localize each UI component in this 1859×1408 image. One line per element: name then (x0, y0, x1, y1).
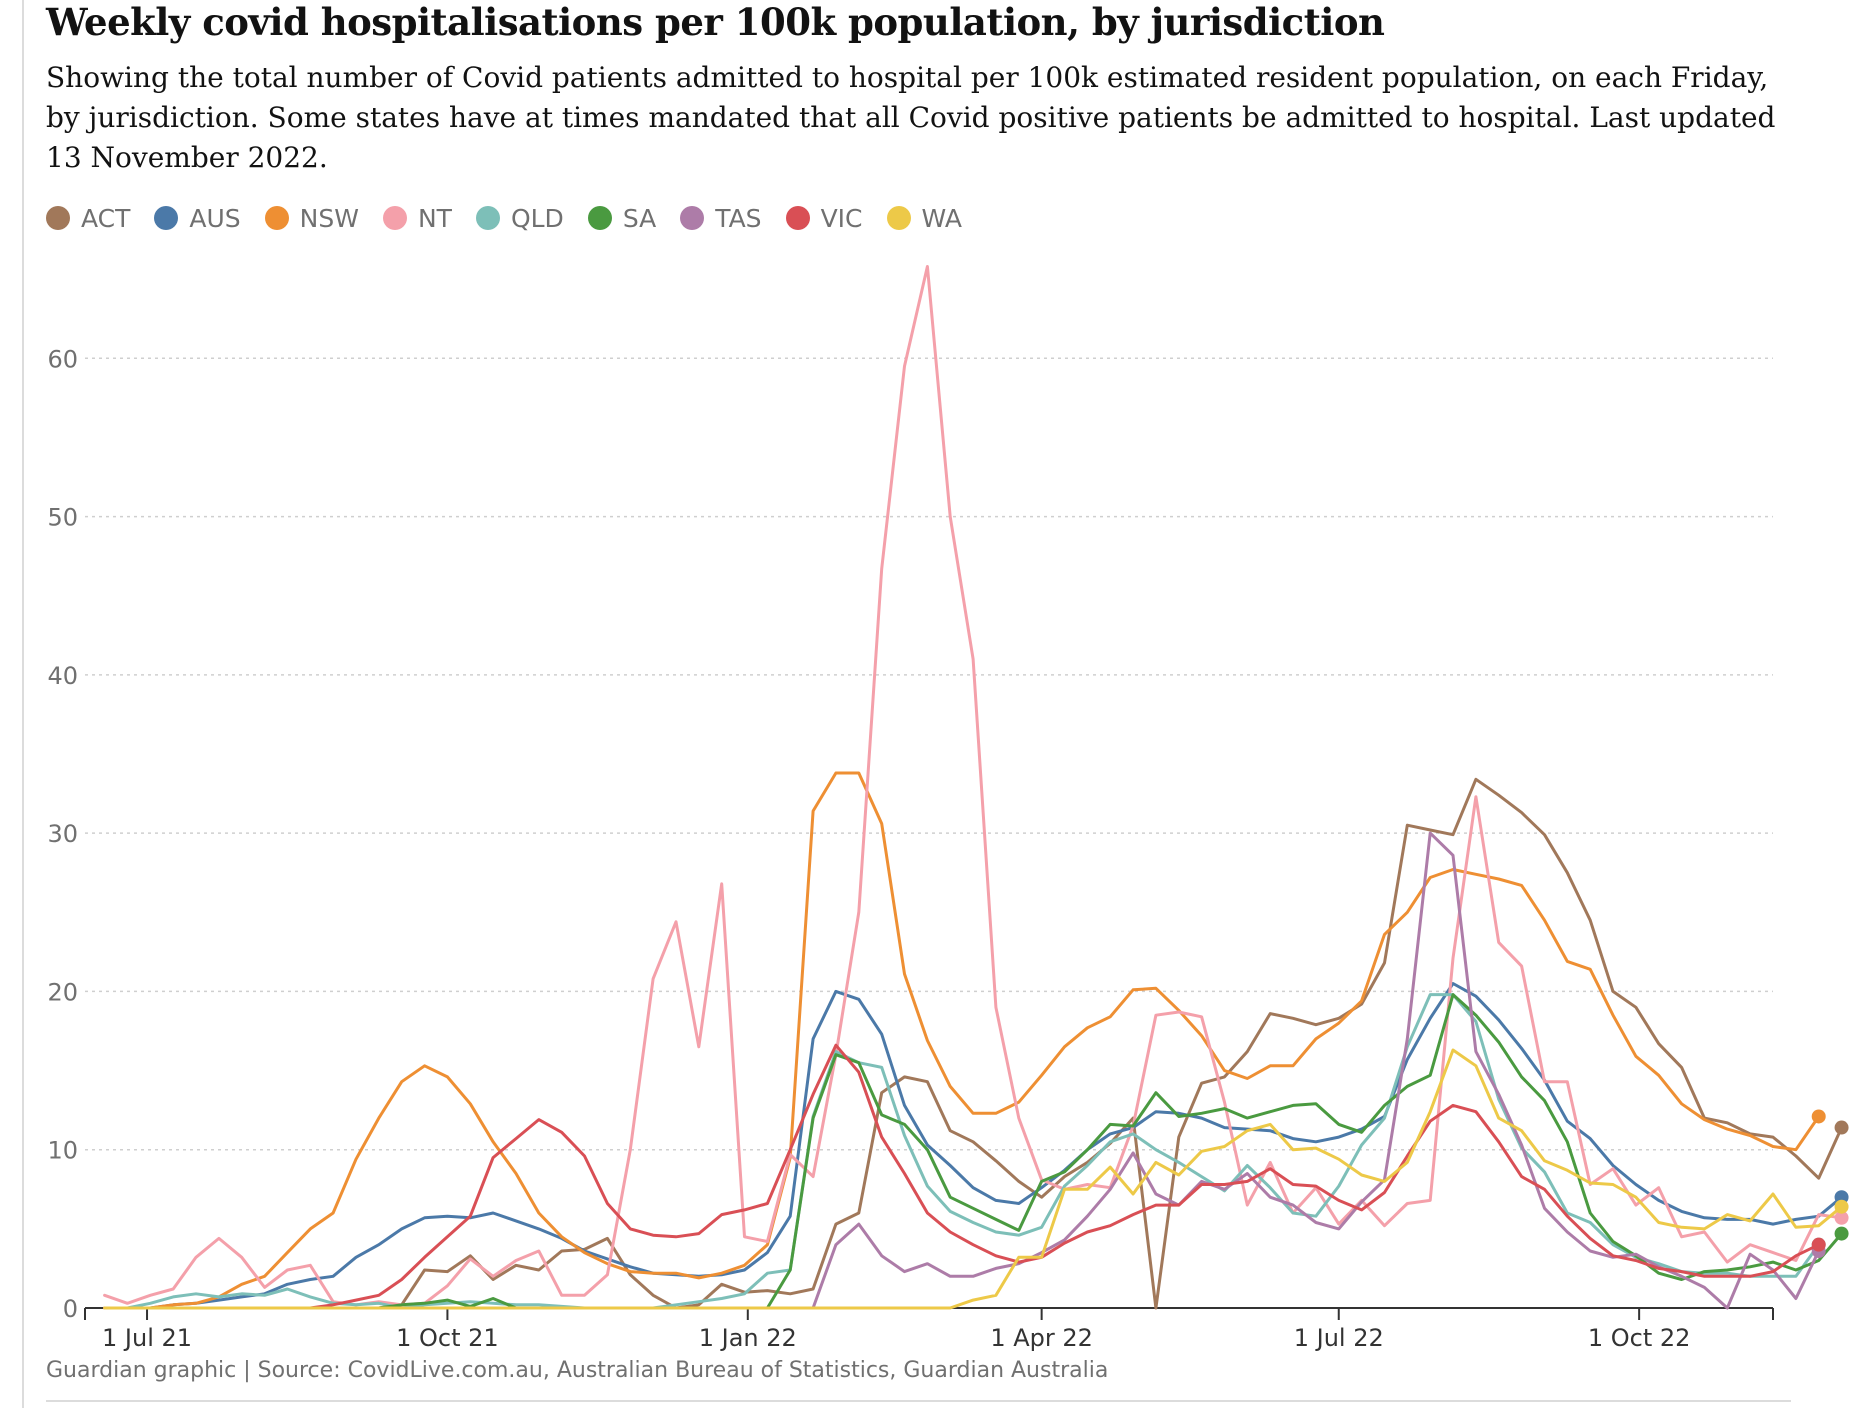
chart-legend: ACT AUS NSW NT QLD SA TAS VIC WA (46, 200, 1826, 236)
series-line-wa (103, 1048, 1844, 1310)
chart-header: Weekly covid hospitalisations per 100k p… (46, 0, 1826, 236)
x-tick-label: 1 Apr 22 (990, 1324, 1093, 1352)
legend-label: TAS (715, 203, 762, 233)
legend-item-vic[interactable]: VIC (785, 203, 863, 233)
legend-item-act[interactable]: ACT (46, 204, 130, 233)
series-line-nt (103, 265, 1844, 1307)
legend-swatch (785, 206, 810, 230)
bottom-divider (46, 1400, 1791, 1402)
series-line-nsw (103, 771, 1821, 1310)
legend-swatch (475, 206, 500, 230)
y-tick-label: 50 (47, 504, 78, 532)
x-tick-label: 1 Oct 22 (1588, 1324, 1691, 1352)
chart-title: Weekly covid hospitalisations per 100k p… (46, 0, 1385, 44)
y-tick-label: 0 (63, 1295, 78, 1323)
y-tick-label: 20 (47, 978, 78, 1006)
series-end-dot-nt (1834, 1210, 1849, 1225)
legend-swatch (382, 206, 407, 230)
legend-swatch (264, 206, 289, 230)
x-tick-label: 1 Jul 21 (102, 1324, 192, 1352)
series-line-sa (103, 993, 1844, 1310)
legend-item-aus[interactable]: AUS (154, 203, 241, 233)
chart-source: Guardian graphic | Source: CovidLive.com… (46, 1358, 1109, 1383)
series-line-aus (103, 982, 1844, 1310)
y-tick-label: 10 (47, 1137, 78, 1165)
legend-swatch (154, 206, 179, 230)
chart-subtitle: Showing the total number of Covid patien… (46, 61, 1776, 174)
legend-label: NT (417, 203, 452, 233)
legend-swatch (886, 206, 911, 230)
legend-label: AUS (189, 203, 241, 233)
y-tick-label: 40 (47, 662, 78, 690)
left-border (22, 0, 24, 1408)
x-tick-label: 1 Jan 22 (699, 1324, 797, 1352)
legend-item-wa[interactable]: WA (886, 203, 962, 233)
legend-item-tas[interactable]: TAS (680, 203, 762, 233)
legend-label: NSW (299, 203, 359, 233)
y-tick-label: 60 (47, 345, 78, 373)
legend-label: ACT (81, 203, 131, 233)
series-end-dot-wa (1834, 1199, 1849, 1214)
legend-item-nt[interactable]: NT (382, 203, 452, 233)
y-tick-label: 30 (47, 820, 78, 848)
legend-swatch (46, 206, 70, 230)
legend-swatch (587, 206, 612, 230)
series-line-vic (103, 1043, 1821, 1310)
series-end-dot-nsw (1811, 1109, 1826, 1124)
series-end-dot-vic (1811, 1237, 1826, 1252)
legend-item-qld[interactable]: QLD (475, 203, 564, 233)
legend-item-nsw[interactable]: NSW (264, 203, 359, 233)
legend-label: SA (622, 203, 657, 233)
series-end-dot-act (1834, 1120, 1849, 1135)
x-tick-label: 1 Oct 21 (396, 1324, 499, 1352)
legend-label: WA (921, 203, 962, 233)
legend-label: VIC (820, 203, 863, 233)
legend-label: QLD (510, 203, 564, 233)
legend-item-sa[interactable]: SA (587, 203, 657, 233)
series-end-dot-sa (1834, 1226, 1849, 1241)
x-tick-label: 1 Jul 22 (1294, 1324, 1384, 1352)
legend-swatch (680, 206, 705, 230)
